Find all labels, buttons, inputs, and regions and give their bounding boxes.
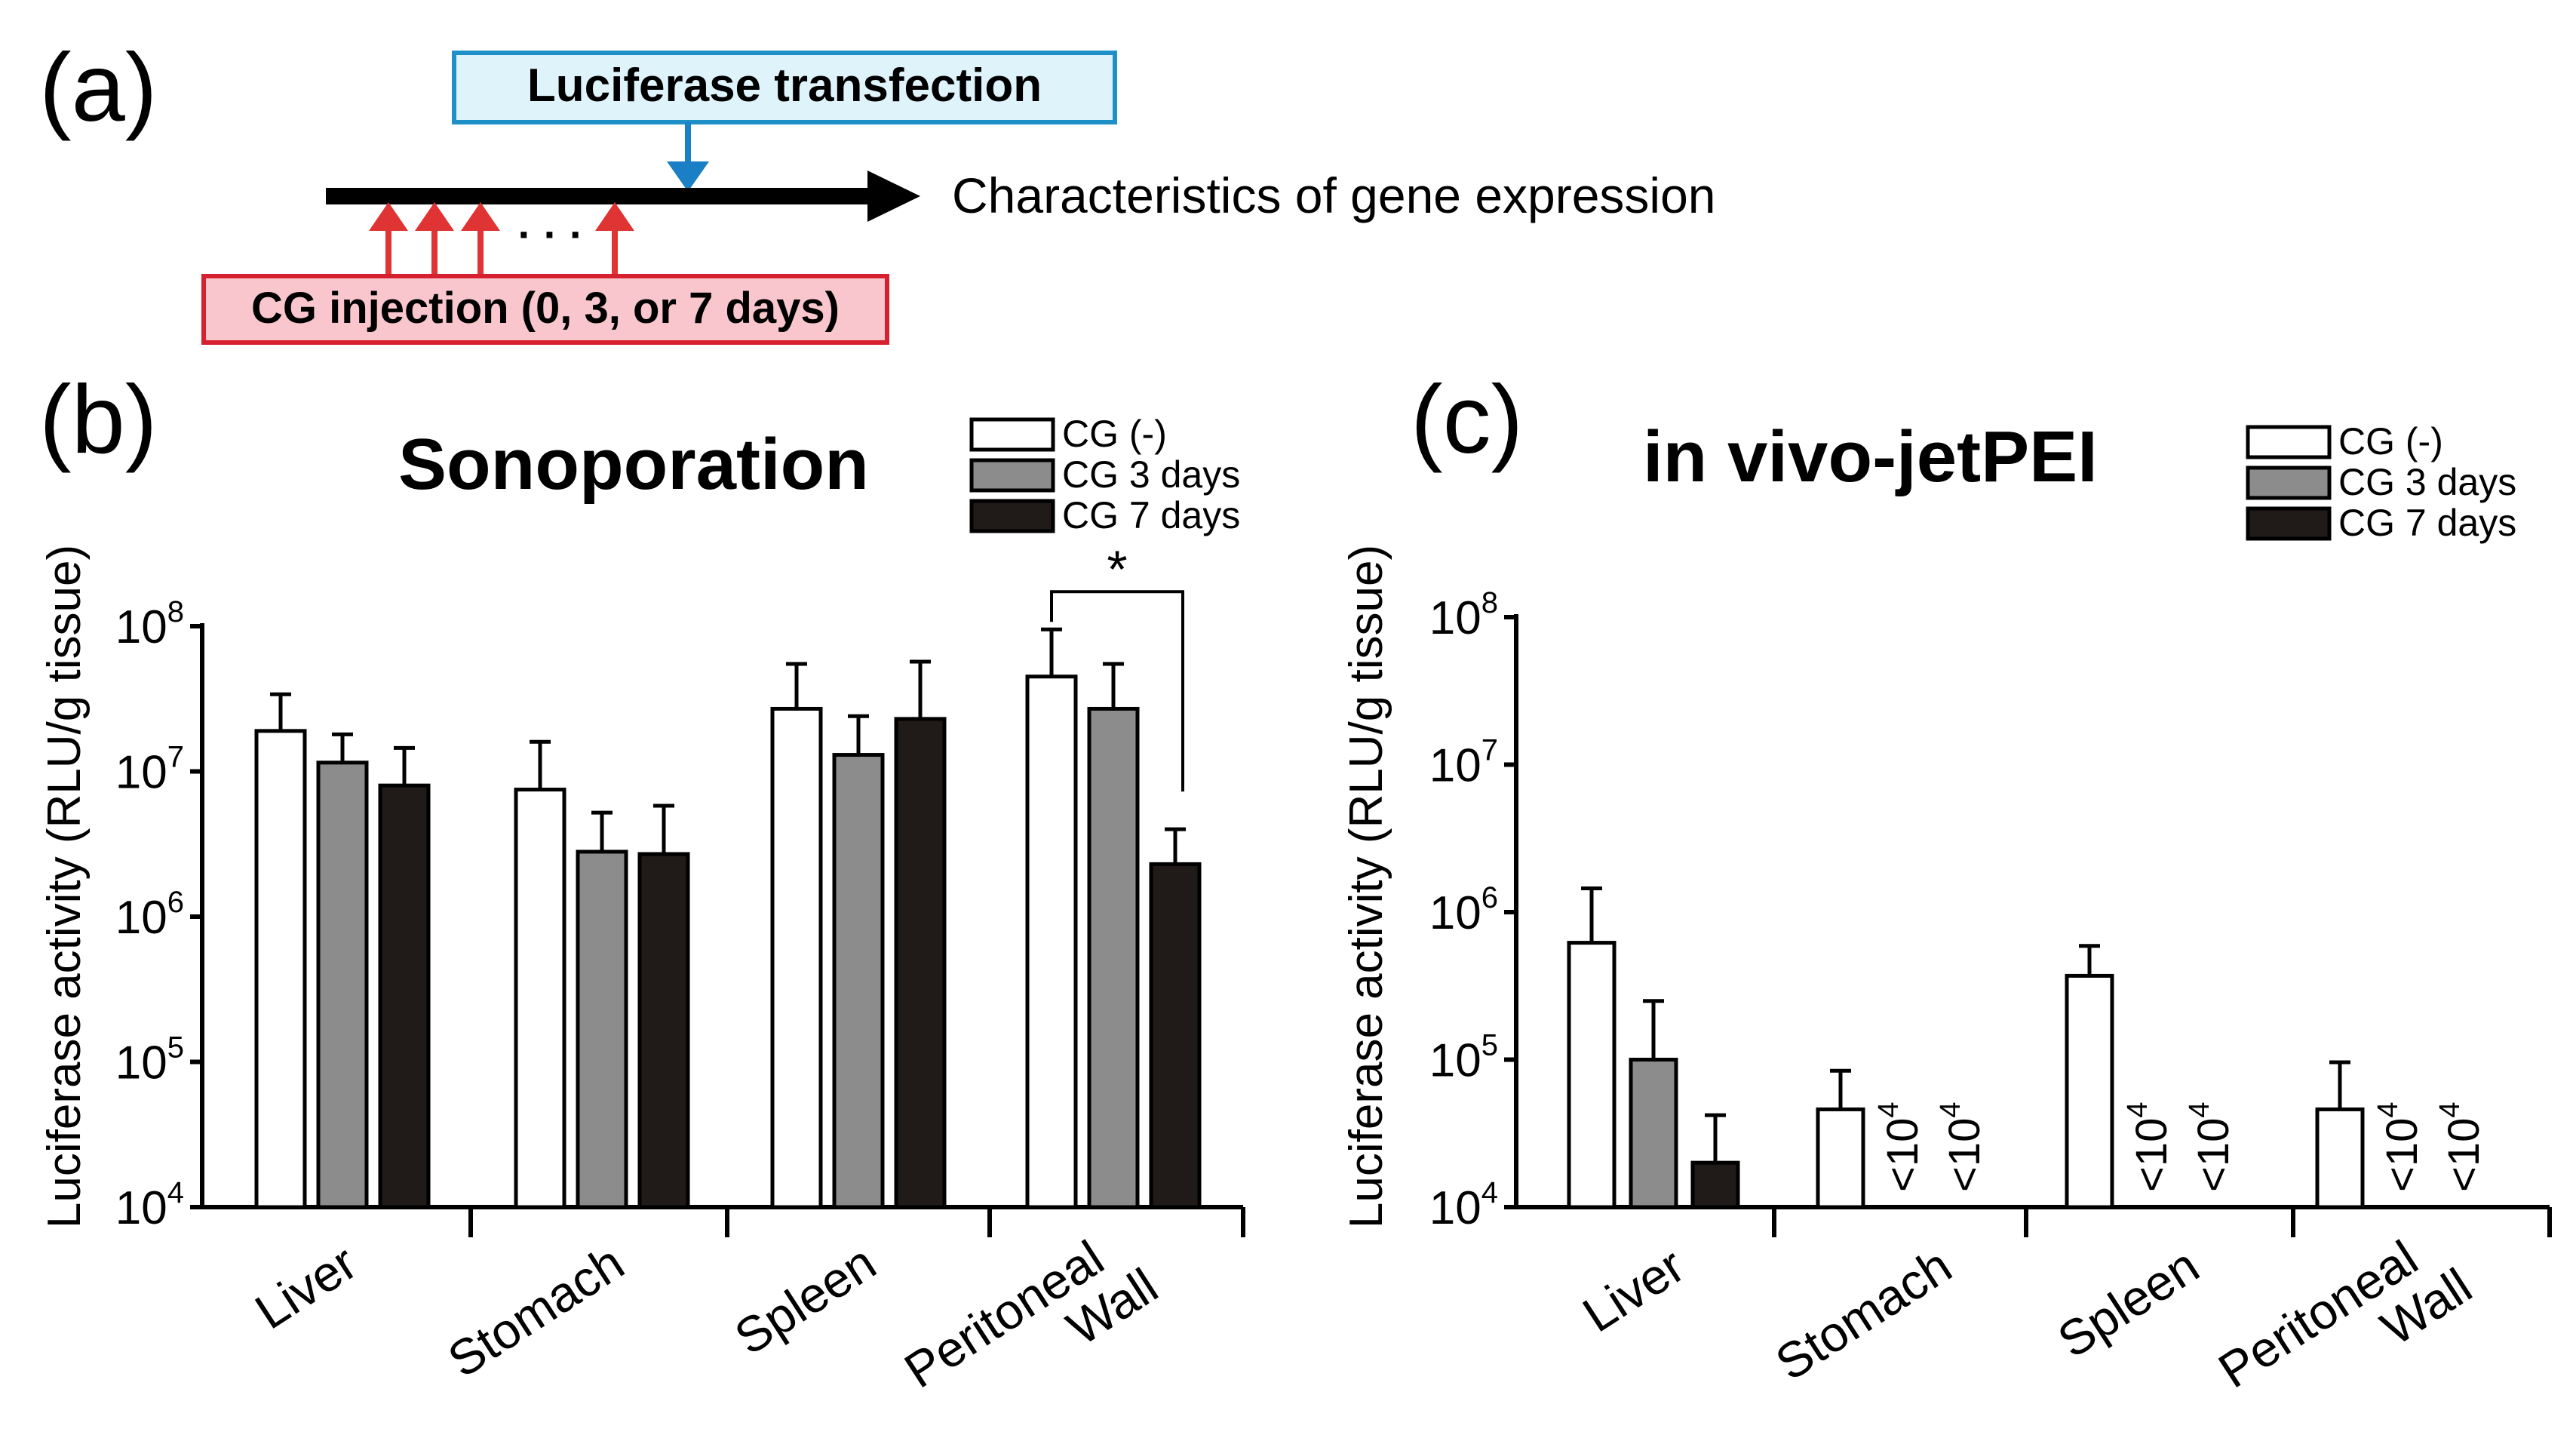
panel-a-label: (a)	[39, 34, 157, 142]
legend-label-cg: CG (-)	[1062, 413, 1167, 455]
x-tick-label-stomach: Stomach	[1766, 1237, 1961, 1391]
injection-arrowhead-4-icon	[595, 202, 634, 231]
bar-liver-cg	[254, 729, 307, 1209]
panel-c-label: (c)	[1411, 366, 1523, 474]
bar-spleen-cg-7-days	[894, 717, 947, 1209]
bar-peritoneal-wall-cg	[1025, 674, 1078, 1209]
x-tick-label-stomach: Stomach	[438, 1234, 634, 1388]
significance-bracket	[1050, 590, 1184, 792]
bar-spleen-cg	[770, 706, 823, 1209]
x-tick-label-spleen: Spleen	[725, 1234, 886, 1366]
bar-stomach-cg-7-days	[637, 852, 690, 1209]
chart-c-ylabel: Luciferase activity (RLU/g tissue)	[1340, 545, 1392, 1228]
legend-swatch-cg-3-days	[2246, 465, 2332, 500]
bar-stomach-cg	[514, 788, 566, 1209]
legend-label-cg: CG (-)	[2338, 420, 2443, 462]
x-tick-label-spleen: Spleen	[2048, 1237, 2209, 1369]
bar-stomach-cg-3-days	[576, 850, 628, 1209]
y-tick-label-1e8: 108	[1429, 586, 1498, 644]
legend-label-cg-7-days: CG 7 days	[1062, 494, 1240, 536]
chart-c-plot: 104105106107108Liver<104<104Stomach<104<…	[1429, 586, 2552, 1441]
bar-spleen-cg	[2065, 973, 2114, 1209]
y-tick-label-1e6: 106	[115, 886, 184, 944]
y-tick-label-1e7: 107	[1429, 734, 1498, 792]
legend-swatch-cg-7-days	[2246, 506, 2332, 541]
bar-liver-cg-7-days	[1690, 1160, 1740, 1209]
chart-c-title: in vivo-jetPEI	[1643, 416, 2098, 497]
y-tick-label-1e8: 108	[115, 595, 184, 653]
chart-b-title: Sonoporation	[398, 424, 869, 505]
injection-arrows	[369, 202, 634, 276]
transfection-box	[452, 51, 1117, 124]
y-tick-label-1e6: 106	[1429, 881, 1498, 939]
below-detection-label-spleen-cg-3-days: <104	[2122, 1101, 2176, 1192]
injection-dots: · · ·	[517, 210, 583, 258]
legend-swatch-cg-3-days	[969, 458, 1055, 493]
bar-spleen-cg-3-days	[832, 753, 885, 1209]
bar-liver-cg	[1567, 941, 1617, 1209]
below-detection-label-spleen-cg-7-days: <104	[2184, 1101, 2238, 1192]
outcome-label: Characteristics of gene expression	[952, 167, 1716, 223]
timeline-arrowhead-icon	[867, 171, 920, 222]
x-tick-label-liver: Liver	[245, 1234, 366, 1340]
injection-arrowhead-1-icon	[369, 202, 408, 231]
x-tick-label-liver: Liver	[1573, 1237, 1693, 1343]
bar-peritoneal-wall-cg-7-days	[1149, 862, 1202, 1209]
injection-arrowhead-3-icon	[461, 202, 500, 231]
legend-swatch-cg	[969, 417, 1055, 452]
injection-label: CG injection (0, 3, or 7 days)	[251, 284, 840, 333]
y-tick-label-1e5: 105	[1429, 1029, 1498, 1087]
legend-label-cg-7-days: CG 7 days	[2338, 502, 2516, 544]
bar-liver-cg-3-days	[316, 760, 369, 1209]
significance-marker: *	[1107, 539, 1127, 598]
bar-stomach-cg	[1816, 1107, 1865, 1209]
panel-b-label: (b)	[39, 366, 157, 474]
transfection-arrowhead-icon	[667, 161, 709, 192]
y-tick-label-1e4: 104	[1429, 1176, 1498, 1234]
bar-peritoneal-wall-cg	[2315, 1107, 2365, 1209]
legend-label-cg-3-days: CG 3 days	[1062, 453, 1240, 496]
legend-swatch-cg-7-days	[969, 499, 1055, 533]
chart-b-plot: 104 105 106 107 108 Liver Stomach Spleen Periton…	[115, 539, 1245, 1441]
bar-liver-cg-7-days	[378, 783, 431, 1209]
legend-label-cg-3-days: CG 3 days	[2338, 461, 2516, 503]
legend-swatch-cg	[2246, 425, 2332, 459]
transfection-label: Luciferase transfection	[527, 60, 1042, 112]
below-detection-label-stomach-cg-7-days: <104	[1935, 1101, 1989, 1192]
y-tick-label-1e4: 104	[115, 1176, 184, 1234]
panel-a: (a) Luciferase transfection Characterist…	[39, 34, 1716, 345]
chart-b-ylabel: Luciferase activity (RLU/g tissue)	[38, 545, 91, 1228]
injection-box	[201, 274, 889, 345]
below-detection-label-peritoneal-wall-cg-3-days: <104	[2372, 1101, 2427, 1192]
y-tick-label-1e7: 107	[115, 741, 184, 799]
below-detection-label-stomach-cg-3-days: <104	[1873, 1101, 1927, 1192]
bar-peritoneal-wall-cg-3-days	[1087, 706, 1140, 1209]
below-detection-label-peritoneal-wall-cg-7-days: <104	[2434, 1101, 2488, 1192]
x-tick-label-peritoneal-wall: PeritonealWall	[895, 1213, 1167, 1441]
y-tick-label-1e5: 105	[115, 1031, 184, 1089]
x-tick-label-peritoneal-wall: PeritonealWall	[2209, 1213, 2481, 1441]
bar-liver-cg-3-days	[1629, 1058, 1678, 1209]
injection-arrowhead-2-icon	[415, 202, 454, 231]
